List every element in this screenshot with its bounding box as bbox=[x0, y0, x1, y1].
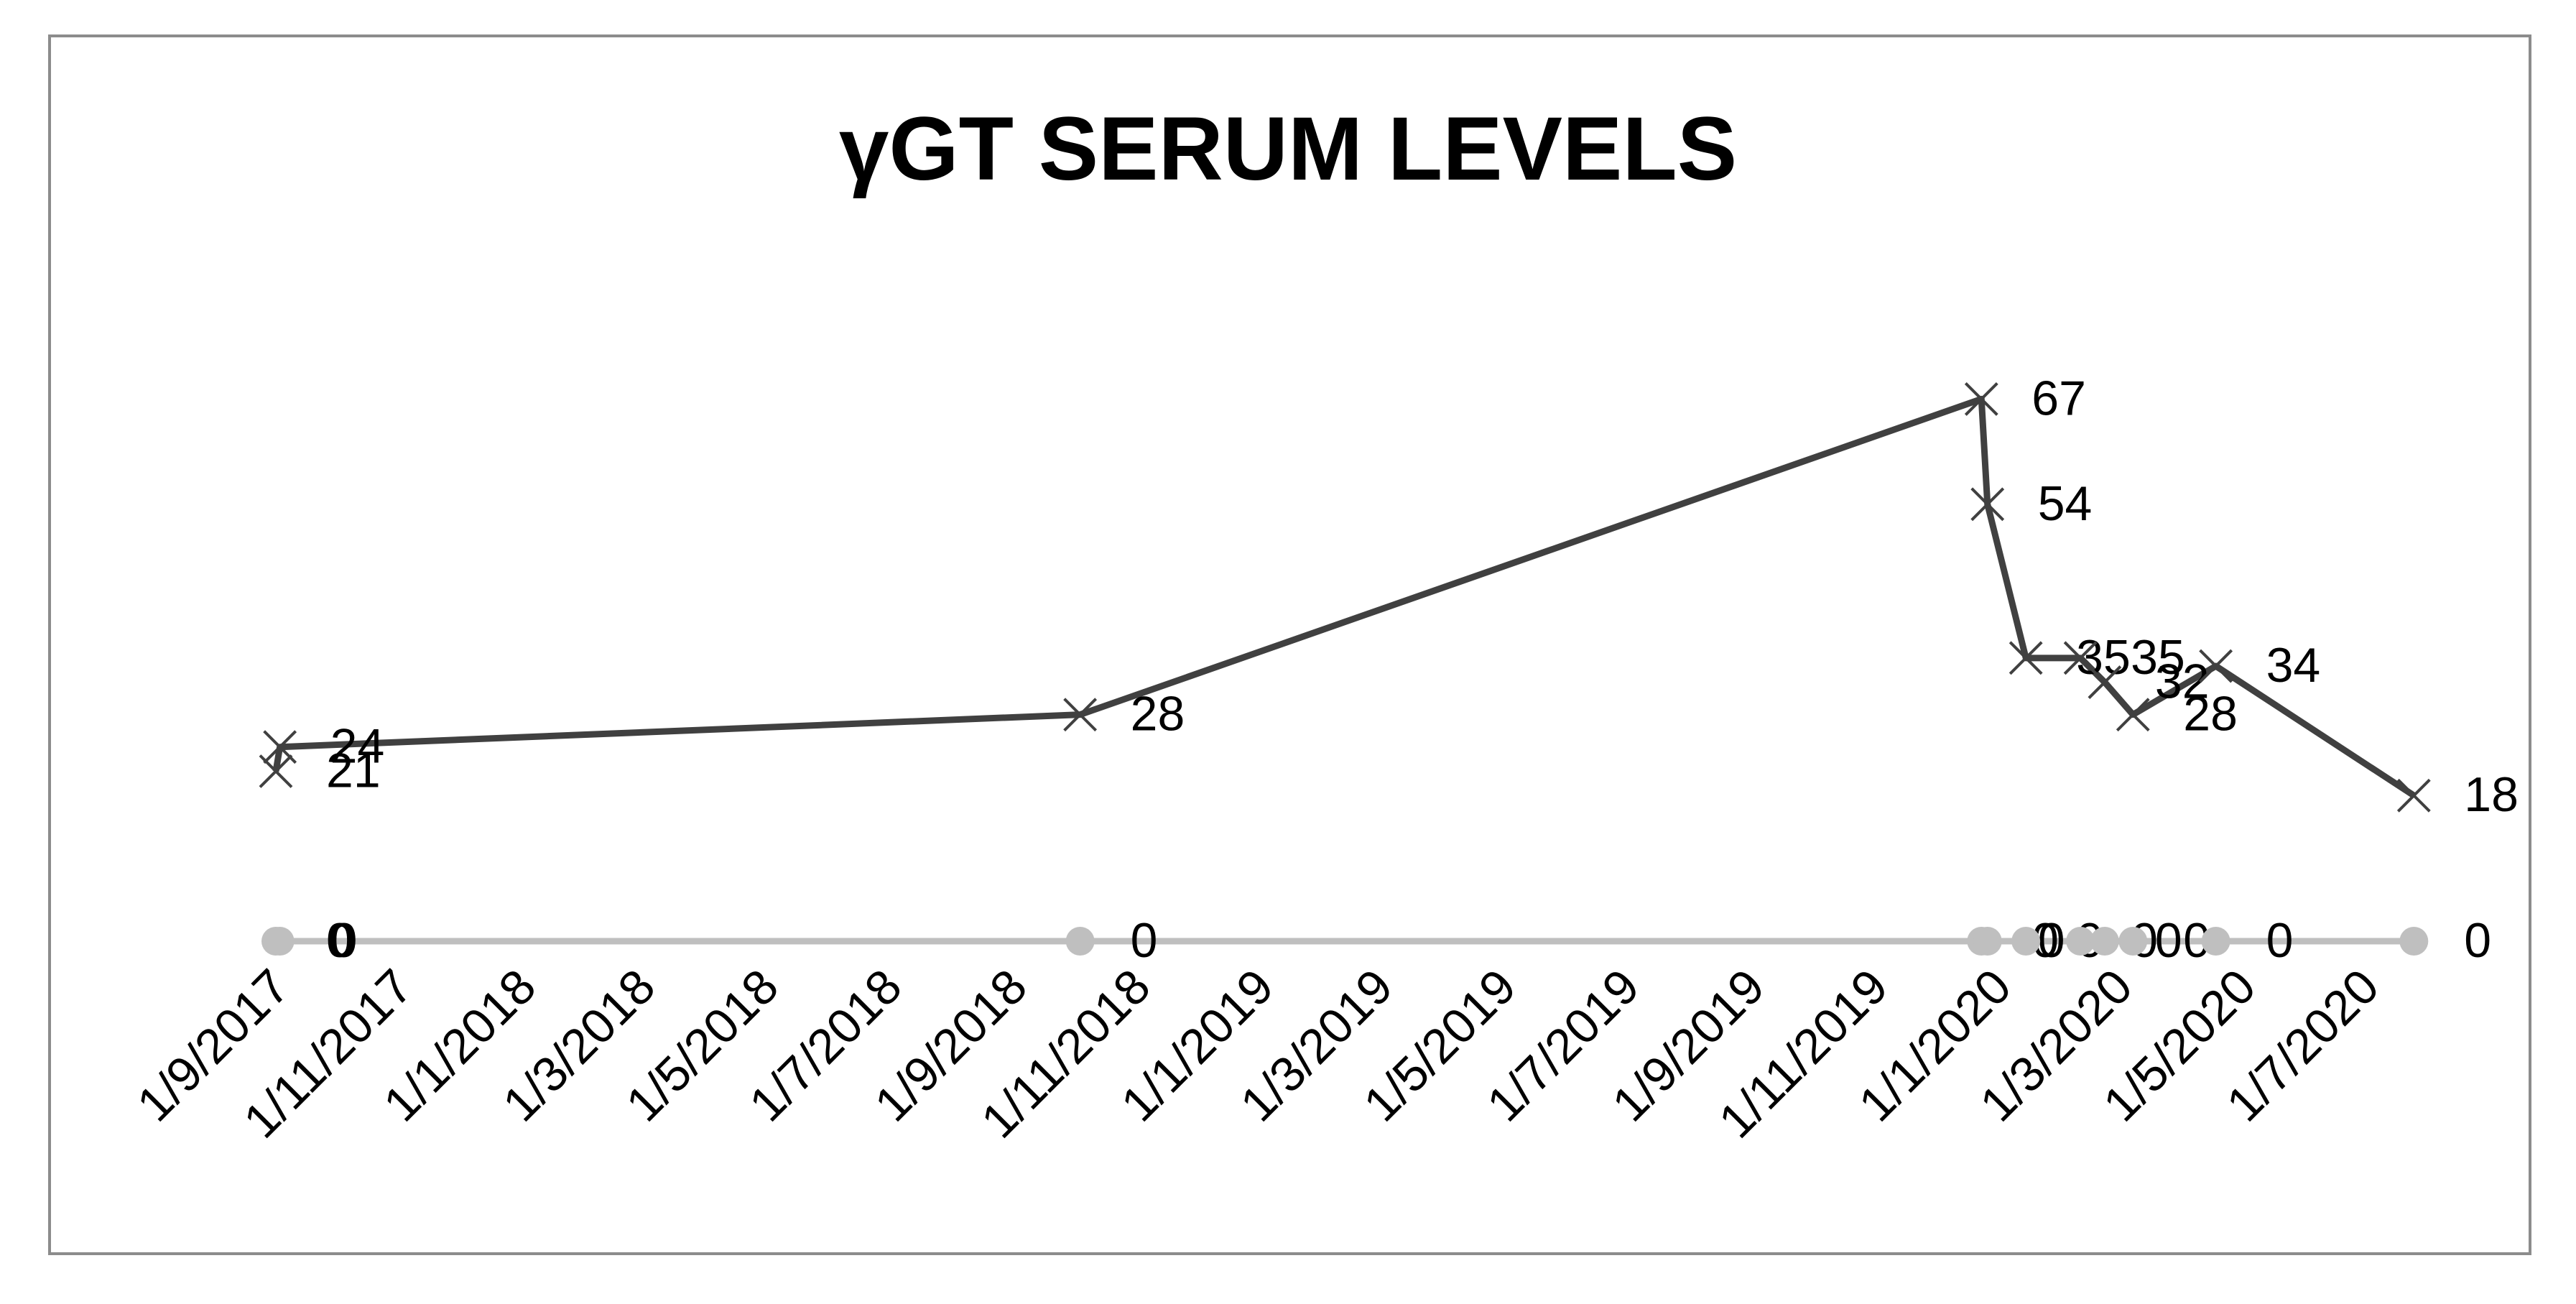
point-marker bbox=[2066, 927, 2095, 956]
data-label: 0 bbox=[2266, 913, 2294, 968]
point-marker bbox=[2201, 927, 2230, 956]
point-marker bbox=[2009, 641, 2043, 675]
point-marker bbox=[2118, 927, 2148, 956]
data-label: 24 bbox=[330, 719, 385, 774]
data-label: 67 bbox=[2031, 371, 2086, 425]
data-label: 34 bbox=[2266, 638, 2321, 693]
point-marker bbox=[1065, 927, 1095, 956]
data-label: 28 bbox=[1131, 687, 1185, 741]
point-marker bbox=[2088, 665, 2122, 700]
point-marker bbox=[2116, 698, 2150, 732]
data-label: 35 bbox=[2131, 630, 2185, 685]
data-label: 0 bbox=[330, 913, 358, 968]
point-marker bbox=[1970, 487, 2005, 522]
data-label: 0 bbox=[2464, 913, 2491, 968]
point-marker bbox=[1973, 927, 2002, 956]
data-label: 35 bbox=[2076, 630, 2131, 685]
point-marker bbox=[2396, 778, 2431, 813]
point-marker bbox=[2090, 927, 2119, 956]
point-marker bbox=[1964, 382, 1998, 416]
data-label: 0 bbox=[326, 913, 353, 968]
chart-border bbox=[48, 34, 2531, 1255]
point-marker bbox=[2011, 927, 2041, 956]
point-marker bbox=[1063, 698, 1098, 732]
point-marker bbox=[263, 730, 297, 764]
data-label: 54 bbox=[2038, 476, 2093, 531]
data-label: 28 bbox=[2183, 687, 2238, 741]
point-marker bbox=[2399, 927, 2429, 956]
point-marker bbox=[2199, 649, 2233, 683]
data-label: 21 bbox=[326, 743, 381, 797]
chart-title: γGT SERUM LEVELS bbox=[839, 99, 1737, 199]
point-marker bbox=[265, 927, 295, 956]
data-label: 0 bbox=[2155, 913, 2182, 968]
data-label: 0 bbox=[2038, 913, 2065, 968]
data-label: 0 bbox=[1131, 913, 1158, 968]
data-label: 18 bbox=[2464, 767, 2519, 822]
